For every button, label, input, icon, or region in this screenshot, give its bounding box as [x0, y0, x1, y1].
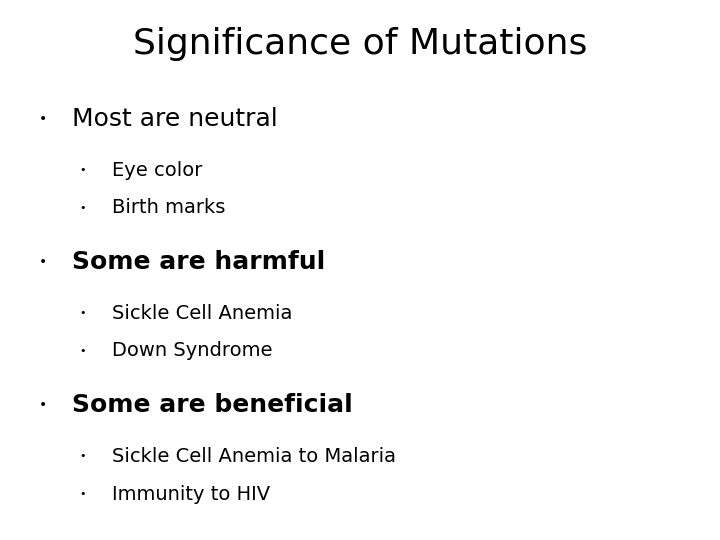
Text: •: • [39, 398, 48, 412]
Text: Sickle Cell Anemia to Malaria: Sickle Cell Anemia to Malaria [112, 447, 395, 466]
Text: •: • [79, 346, 86, 356]
Text: •: • [39, 112, 48, 126]
Text: Immunity to HIV: Immunity to HIV [112, 484, 270, 504]
Text: Some are harmful: Some are harmful [72, 250, 325, 274]
Text: Eye color: Eye color [112, 160, 202, 180]
Text: Significance of Mutations: Significance of Mutations [132, 27, 588, 61]
Text: •: • [79, 451, 86, 461]
Text: •: • [39, 255, 48, 269]
Text: •: • [79, 489, 86, 499]
Text: Down Syndrome: Down Syndrome [112, 341, 272, 361]
Text: Most are neutral: Most are neutral [72, 107, 278, 131]
Text: Some are beneficial: Some are beneficial [72, 393, 353, 417]
Text: •: • [79, 165, 86, 175]
Text: •: • [79, 308, 86, 318]
Text: Sickle Cell Anemia: Sickle Cell Anemia [112, 303, 292, 323]
Text: Birth marks: Birth marks [112, 198, 225, 218]
Text: •: • [79, 203, 86, 213]
